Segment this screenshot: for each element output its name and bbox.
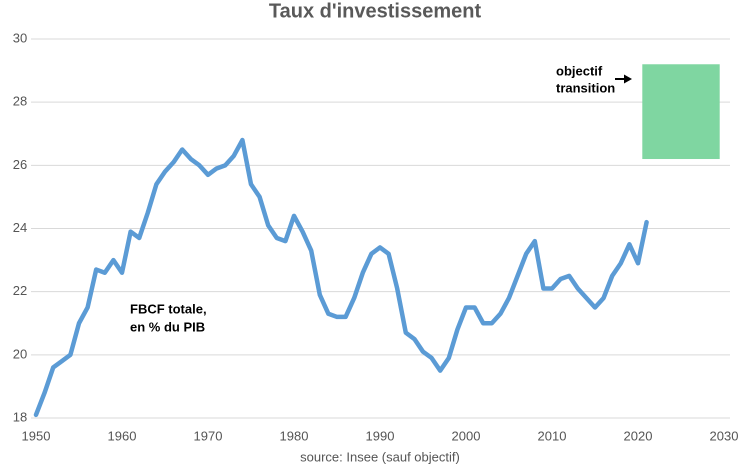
- x-tick-label: 2010: [538, 428, 567, 443]
- target-label: objectif: [556, 63, 603, 78]
- y-tick-label: 20: [13, 346, 27, 361]
- x-tick-label: 2030: [710, 428, 739, 443]
- x-tick-label: 1970: [194, 428, 223, 443]
- source: source: Insee (sauf objectif): [300, 449, 460, 464]
- x-tick-label: 2000: [452, 428, 481, 443]
- annotation: en % du PIB: [130, 319, 205, 334]
- x-tick-label: 1990: [366, 428, 395, 443]
- series-line: [33, 137, 649, 418]
- x-tick-label: 2020: [624, 428, 653, 443]
- x-tick-label: 1980: [280, 428, 309, 443]
- y-tick-label: 28: [13, 94, 27, 109]
- y-tick-label: 22: [13, 283, 27, 298]
- y-tick-label: 30: [13, 30, 27, 45]
- chart-title: Taux d'investissement: [269, 0, 482, 22]
- y-tick-label: 24: [13, 220, 27, 235]
- annotation: FBCF totale,: [130, 301, 207, 316]
- target-label: transition: [556, 80, 615, 95]
- target-arrow: [615, 74, 632, 84]
- y-tick-label: 18: [13, 409, 27, 424]
- y-tick-label: 26: [13, 157, 27, 172]
- x-tick-label: 1960: [108, 428, 137, 443]
- target-zone: [642, 64, 720, 160]
- x-tick-label: 1950: [22, 428, 51, 443]
